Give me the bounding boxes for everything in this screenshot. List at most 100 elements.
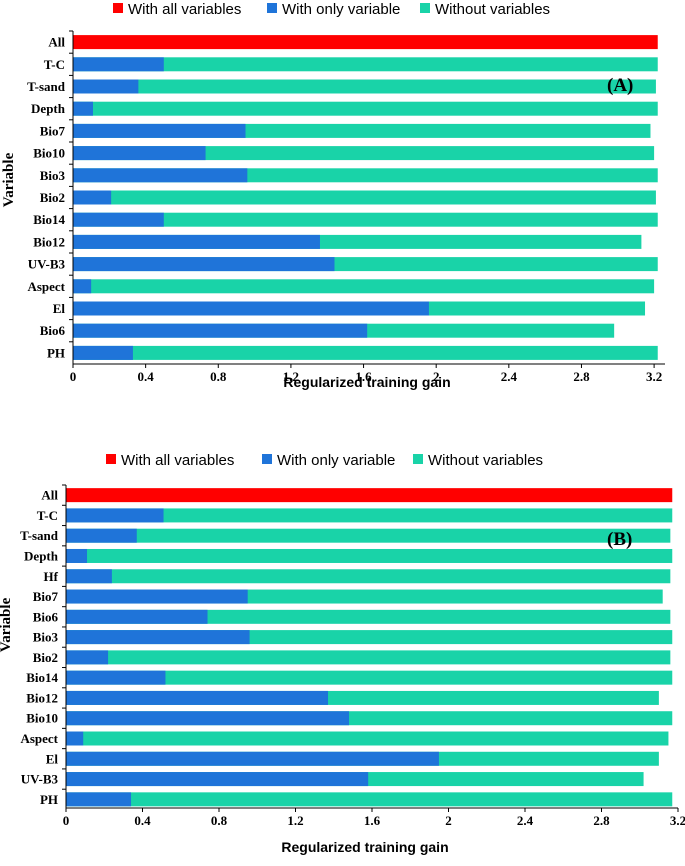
- bar-only-b-15: [66, 792, 132, 807]
- bar-only-a-14: [73, 345, 133, 360]
- legend-label-all-b: With all variables: [121, 452, 234, 469]
- legend-swatch-without: [420, 3, 430, 13]
- x-tick-label-a-6: 2.4: [501, 369, 518, 384]
- x-tick-label-b-6: 2.4: [517, 813, 534, 828]
- bar-without-b-2: [66, 528, 671, 543]
- bar-only-b-2: [66, 528, 137, 543]
- legend-label-only-b: With only variable: [277, 452, 395, 469]
- bar-only-b-8: [66, 650, 109, 665]
- x-tick-label-a-8: 3.2: [646, 369, 662, 384]
- legend-label-without: Without variables: [435, 1, 550, 18]
- bar-only-a-13: [73, 323, 368, 338]
- y-axis-title-a: Variable: [1, 152, 17, 207]
- category-label-a-2: T-sand: [27, 79, 66, 94]
- bar-all-b-0: [66, 488, 673, 503]
- x-ticks-a: 0 0.4 0.8 1.2 1.6 2 2.4 2.8 3.2: [70, 364, 662, 384]
- category-label-b-11: Bio10: [26, 711, 58, 726]
- panel-a: With all variables With only variable Wi…: [1, 1, 665, 390]
- category-label-b-4: Hf: [44, 569, 59, 584]
- bar-without-b-4: [66, 569, 671, 584]
- category-label-a-11: Aspect: [27, 279, 65, 294]
- bar-only-b-11: [66, 711, 350, 726]
- bar-only-a-1: [73, 57, 164, 72]
- category-label-a-14: PH: [47, 345, 65, 360]
- x-tick-label-a-1: 0.4: [138, 369, 155, 384]
- category-label-a-0: All: [48, 35, 65, 50]
- x-tick-label-a-5: 2: [433, 369, 440, 384]
- bars-b: [66, 488, 673, 807]
- bar-only-b-13: [66, 751, 439, 766]
- bar-only-b-5: [66, 589, 248, 604]
- category-label-a-3: Depth: [31, 101, 66, 116]
- category-label-b-13: El: [46, 751, 59, 766]
- bar-without-a-11: [73, 279, 655, 294]
- category-label-a-10: UV-B3: [28, 257, 66, 272]
- bar-without-a-7: [73, 190, 656, 205]
- bar-without-a-3: [73, 101, 658, 116]
- category-label-b-2: T-sand: [20, 528, 59, 543]
- category-label-a-1: T-C: [44, 57, 65, 72]
- bar-without-a-8: [73, 212, 658, 227]
- x-tick-label-b-4: 1.6: [364, 813, 381, 828]
- bar-without-b-15: [66, 792, 673, 807]
- bar-only-a-10: [73, 257, 335, 272]
- bar-only-b-4: [66, 569, 112, 584]
- x-tick-label-b-1: 0.4: [134, 813, 151, 828]
- legend-swatch-without-b: [413, 454, 423, 464]
- x-axis-title-b: Regularized training gain: [281, 839, 448, 855]
- bar-without-a-1: [73, 57, 658, 72]
- x-tick-label-a-2: 0.8: [210, 369, 227, 384]
- category-label-b-8: Bio2: [33, 650, 58, 665]
- x-tick-label-b-2: 0.8: [211, 813, 228, 828]
- legend-label-without-b: Without variables: [428, 452, 543, 469]
- category-label-b-12: Aspect: [20, 731, 58, 746]
- category-label-a-12: El: [53, 301, 66, 316]
- bar-without-b-1: [66, 508, 673, 523]
- bar-only-a-12: [73, 301, 429, 316]
- bars-a: [73, 35, 658, 360]
- x-tick-label-a-7: 2.8: [573, 369, 590, 384]
- category-label-a-9: Bio12: [33, 234, 65, 249]
- x-tick-label-a-0: 0: [70, 369, 77, 384]
- category-label-b-15: PH: [40, 792, 58, 807]
- category-label-b-0: All: [41, 488, 58, 503]
- bar-only-b-9: [66, 670, 166, 685]
- legend-a: With all variables With only variable Wi…: [113, 1, 550, 18]
- x-tick-label-b-7: 2.8: [593, 813, 610, 828]
- bar-without-a-14: [73, 345, 658, 360]
- legend-swatch-all: [113, 3, 123, 13]
- bar-only-a-8: [73, 212, 164, 227]
- x-tick-label-b-8: 3.2: [670, 813, 685, 828]
- bar-without-a-2: [73, 79, 656, 94]
- category-label-b-7: Bio3: [33, 630, 59, 645]
- x-tick-label-b-0: 0: [63, 813, 70, 828]
- bar-without-b-6: [66, 609, 671, 624]
- bar-only-a-7: [73, 190, 112, 205]
- category-labels-a: All T-C T-sand Depth Bio7 Bio10 Bio3 Bio2 Bio14 B…: [27, 30, 73, 360]
- y-axis-title-b: Variable: [0, 597, 14, 652]
- legend-label-all: With all variables: [128, 1, 241, 18]
- bar-only-b-12: [66, 731, 84, 746]
- bar-only-a-6: [73, 168, 248, 183]
- legend-b: With all variables With only variable Wi…: [106, 452, 543, 469]
- bar-only-a-3: [73, 101, 93, 116]
- category-label-a-13: Bio6: [40, 323, 66, 338]
- legend-label-only: With only variable: [282, 1, 400, 18]
- x-ticks-b: 0 0.4 0.8 1.2 1.6 2 2.4 2.8 3.2: [63, 808, 685, 828]
- category-label-b-1: T-C: [37, 508, 58, 523]
- bar-all-a-0: [73, 35, 658, 50]
- category-label-a-7: Bio2: [40, 190, 65, 205]
- legend-swatch-only-b: [262, 454, 272, 464]
- bar-only-a-4: [73, 123, 246, 138]
- x-tick-label-a-3: 1.2: [283, 369, 299, 384]
- panel-b: With all variables With only variable Wi…: [0, 452, 685, 855]
- x-tick-label-a-4: 1.6: [355, 369, 372, 384]
- category-label-b-3: Depth: [24, 548, 59, 563]
- bar-without-b-9: [66, 670, 673, 685]
- bar-without-b-3: [66, 548, 673, 563]
- bar-only-a-5: [73, 146, 206, 161]
- bar-only-a-9: [73, 234, 320, 249]
- bar-only-a-2: [73, 79, 139, 94]
